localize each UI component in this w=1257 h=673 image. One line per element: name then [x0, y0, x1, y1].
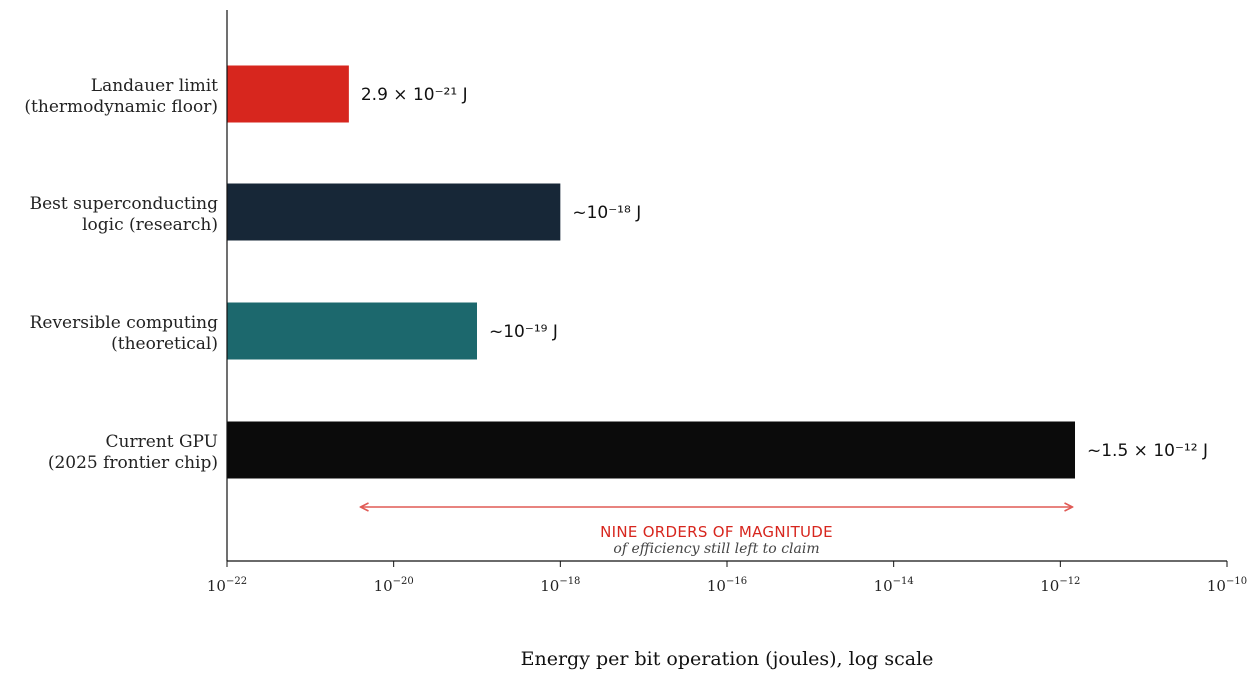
bar-3	[227, 421, 1076, 479]
bar-0	[227, 65, 349, 123]
bar-value-label-0: 2.9 × 10⁻²¹ J	[361, 85, 468, 105]
bar-value-label-3: ~1.5 × 10⁻¹² J	[1087, 441, 1208, 461]
x-tick-label-6: 10−10	[1207, 576, 1247, 595]
x-tick-label-1: 10−20	[374, 576, 414, 595]
category-label-0: Landauer limit (thermodynamic floor)	[24, 76, 218, 117]
category-label-1: Best superconducting logic (research)	[30, 194, 219, 235]
bar-value-label-2: ~10⁻¹⁹ J	[489, 322, 558, 342]
x-tick-label-3: 10−16	[707, 576, 747, 595]
bar-1	[227, 183, 561, 241]
bar-value-label-1: ~10⁻¹⁸ J	[572, 203, 641, 223]
x-axis-title: Energy per bit operation (joules), log s…	[521, 648, 934, 670]
x-tick-label-4: 10−14	[874, 576, 914, 595]
category-label-3: Current GPU (2025 frontier chip)	[48, 432, 218, 473]
x-tick-label-5: 10−12	[1040, 576, 1080, 595]
annotation-title: NINE ORDERS OF MAGNITUDE	[600, 523, 833, 541]
category-label-2: Reversible computing (theoretical)	[30, 313, 219, 354]
bar-2	[227, 302, 477, 360]
annotation-subtitle: of efficiency still left to claim	[613, 541, 819, 557]
x-tick-label-0: 10−22	[207, 576, 247, 595]
x-tick-label-2: 10−18	[540, 576, 580, 595]
